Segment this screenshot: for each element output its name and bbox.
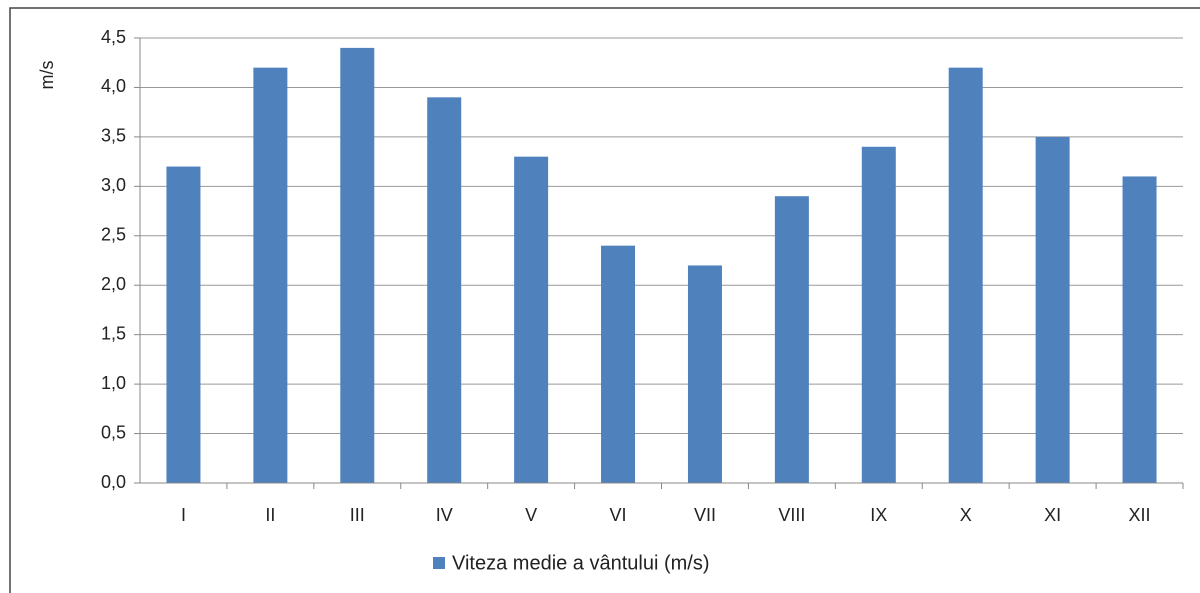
y-axis-label: m/s <box>37 61 57 90</box>
x-tick-label: XI <box>1044 505 1061 525</box>
x-tick-label: I <box>181 505 186 525</box>
y-tick-label: 2,0 <box>101 274 126 294</box>
y-tick-label: 4,0 <box>101 76 126 96</box>
bar <box>774 196 809 483</box>
x-tick-label: II <box>265 505 275 525</box>
bar <box>340 47 375 484</box>
x-tick-label: X <box>960 505 972 525</box>
bar <box>253 67 288 484</box>
y-tick-label: 3,0 <box>101 175 126 195</box>
y-tick-label: 0,0 <box>101 472 126 492</box>
x-tick-label: VI <box>610 505 627 525</box>
x-tick-label: VIII <box>778 505 805 525</box>
bar <box>1035 136 1070 483</box>
x-tick-label: V <box>525 505 537 525</box>
legend-swatch <box>433 557 445 569</box>
x-tick-label: VII <box>694 505 716 525</box>
x-tick-label: XII <box>1129 505 1151 525</box>
x-tick-label: IX <box>870 505 887 525</box>
legend-label: Viteza medie a vântului (m/s) <box>452 552 710 574</box>
x-tick-label: IV <box>436 505 453 525</box>
bar <box>948 67 983 484</box>
y-tick-label: 2,5 <box>101 225 126 245</box>
y-tick-label: 3,5 <box>101 126 126 146</box>
bar <box>687 265 722 483</box>
bar <box>166 166 201 484</box>
bar <box>514 156 549 483</box>
y-tick-label: 0,5 <box>101 422 126 442</box>
y-tick-label: 4,5 <box>101 27 126 47</box>
y-tick-label: 1,5 <box>101 323 126 343</box>
bar <box>861 146 896 483</box>
x-tick-label: III <box>350 505 365 525</box>
bar <box>601 245 636 483</box>
bar <box>427 97 462 483</box>
bar <box>1122 176 1157 483</box>
y-tick-label: 1,0 <box>101 373 126 393</box>
chart-frame <box>9 7 1200 593</box>
